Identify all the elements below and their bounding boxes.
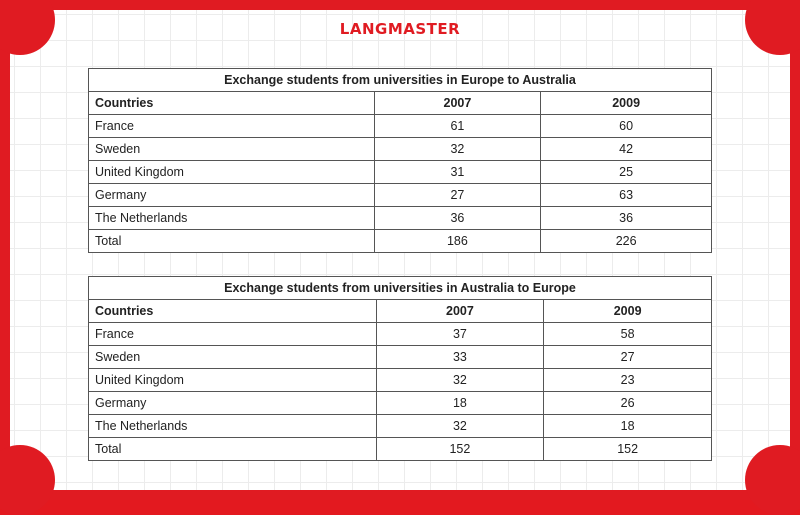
- country-cell: France: [88, 322, 377, 346]
- total-2007: 152: [375, 437, 545, 461]
- country-cell: France: [88, 114, 375, 138]
- total-label: Total: [88, 229, 375, 253]
- value-2007: 31: [373, 160, 542, 184]
- table-row: The Netherlands 32 18: [88, 414, 712, 438]
- header-row: Countries 2007 2009: [88, 299, 712, 323]
- value-2007: 61: [373, 114, 542, 138]
- value-2007: 32: [375, 368, 545, 392]
- country-cell: Germany: [88, 391, 377, 415]
- total-2009: 152: [543, 437, 712, 461]
- value-2007: 37: [375, 322, 545, 346]
- country-cell: The Netherlands: [88, 414, 377, 438]
- value-2007: 32: [375, 414, 545, 438]
- country-cell: Sweden: [88, 345, 377, 369]
- value-2009: 23: [543, 368, 712, 392]
- corner-decoration: [0, 445, 55, 515]
- column-header-2007: 2007: [373, 91, 542, 115]
- value-2007: 27: [373, 183, 542, 207]
- table-title: Exchange students from universities in E…: [88, 68, 712, 92]
- value-2009: 25: [540, 160, 712, 184]
- total-2009: 226: [540, 229, 712, 253]
- table-row: Germany 18 26: [88, 391, 712, 415]
- total-2007: 186: [373, 229, 542, 253]
- country-cell: Sweden: [88, 137, 375, 161]
- table-title: Exchange students from universities in A…: [88, 276, 712, 300]
- country-cell: United Kingdom: [88, 368, 377, 392]
- column-header-countries: Countries: [88, 299, 377, 323]
- value-2009: 36: [540, 206, 712, 230]
- value-2007: 18: [375, 391, 545, 415]
- table-row: Sweden 33 27: [88, 345, 712, 369]
- australia-to-europe-table: Exchange students from universities in A…: [88, 276, 712, 461]
- total-label: Total: [88, 437, 377, 461]
- value-2009: 27: [543, 345, 712, 369]
- value-2009: 26: [543, 391, 712, 415]
- column-header-2009: 2009: [543, 299, 712, 323]
- column-header-countries: Countries: [88, 91, 375, 115]
- table-row: United Kingdom 31 25: [88, 160, 712, 184]
- total-row: Total 186 226: [88, 229, 712, 253]
- table-row: France 61 60: [88, 114, 712, 138]
- table-row: Germany 27 63: [88, 183, 712, 207]
- country-cell: United Kingdom: [88, 160, 375, 184]
- value-2009: 58: [543, 322, 712, 346]
- country-cell: The Netherlands: [88, 206, 375, 230]
- column-header-2009: 2009: [540, 91, 712, 115]
- value-2009: 42: [540, 137, 712, 161]
- table-row: United Kingdom 32 23: [88, 368, 712, 392]
- value-2007: 32: [373, 137, 542, 161]
- table-row: The Netherlands 36 36: [88, 206, 712, 230]
- europe-to-australia-table: Exchange students from universities in E…: [88, 68, 712, 253]
- corner-decoration: [745, 445, 800, 515]
- column-header-2007: 2007: [375, 299, 545, 323]
- country-cell: Germany: [88, 183, 375, 207]
- total-row: Total 152 152: [88, 437, 712, 461]
- table-row: France 37 58: [88, 322, 712, 346]
- header-row: Countries 2007 2009: [88, 91, 712, 115]
- value-2007: 33: [375, 345, 545, 369]
- table-row: Sweden 32 42: [88, 137, 712, 161]
- value-2007: 36: [373, 206, 542, 230]
- value-2009: 63: [540, 183, 712, 207]
- value-2009: 60: [540, 114, 712, 138]
- langmaster-logo: LANGMASTER: [339, 20, 461, 38]
- value-2009: 18: [543, 414, 712, 438]
